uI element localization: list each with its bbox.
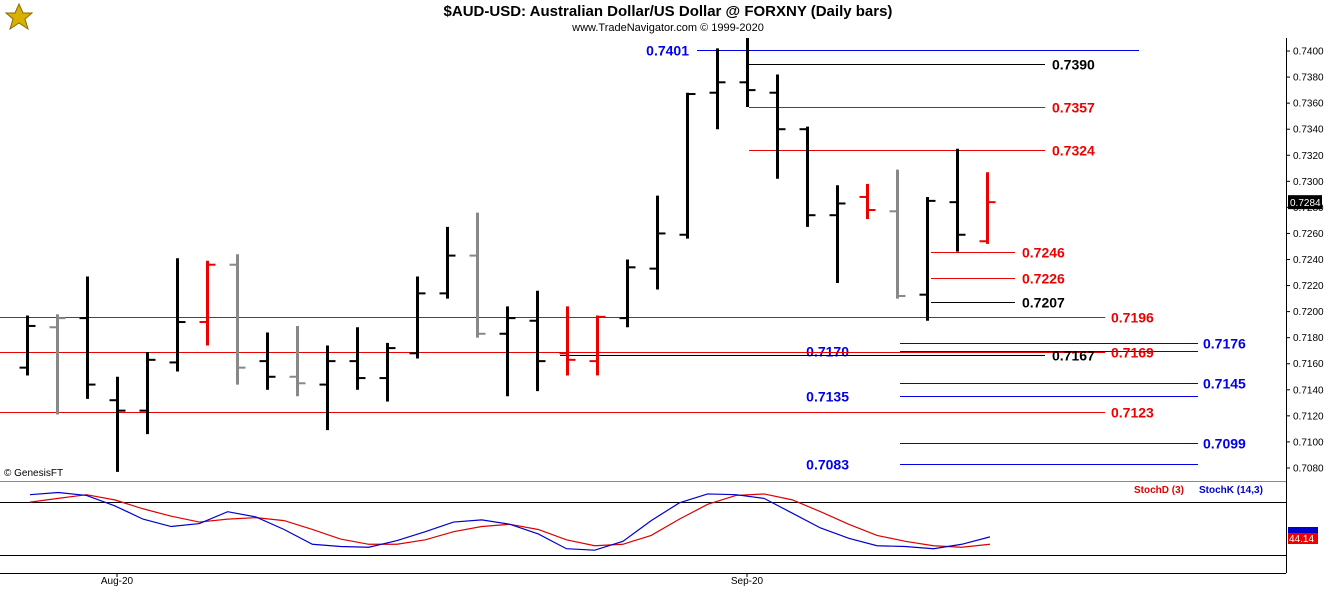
ohlc-bar: [709, 48, 726, 130]
level-lines: 0.7401 0.7390 0.7357 0.7324 0.7246 0.7226 0.72…: [0, 43, 1246, 473]
price-bars: [19, 34, 996, 472]
level-label-0.7167: 0.7167: [1052, 348, 1095, 364]
ohlc-bar: [649, 195, 666, 290]
level-label-0.7135: 0.7135: [806, 389, 849, 405]
level-label-0.7196: 0.7196: [1111, 310, 1154, 326]
stoch-d-value-box: [1288, 533, 1318, 544]
ohlc-bar: [319, 345, 336, 431]
x-tick-label: Sep-20: [731, 576, 764, 587]
y-tick-label: 0.7380: [1293, 73, 1324, 84]
ohlc-bar: [529, 290, 546, 392]
last-price-label: 0.7284: [1290, 198, 1321, 209]
ohlc-bar: [979, 172, 996, 244]
y-tick-label: 0.7220: [1293, 281, 1324, 292]
stochastic-panel: StochD (3) StochK (14,3) 44.14: [0, 485, 1318, 556]
y-tick-label: 0.7360: [1293, 99, 1324, 110]
ohlc-bar: [469, 212, 486, 338]
ohlc-bar: [19, 315, 36, 376]
y-tick-label: 0.7200: [1293, 307, 1324, 318]
last-price-box: [1288, 195, 1322, 210]
ohlc-bar: [379, 342, 396, 402]
y-tick-label: 0.7080: [1293, 463, 1324, 474]
ohlc-bar: [199, 260, 216, 346]
ohlc-bar: [289, 325, 306, 397]
date-axis: Aug-20 Sep-20: [101, 573, 764, 587]
level-label-0.7357: 0.7357: [1052, 100, 1095, 116]
stoch-k-line: [29, 491, 991, 551]
stoch-k-legend: StochK (14,3): [1199, 485, 1263, 496]
ohlc-bar: [679, 92, 696, 239]
copyright-text: www.TradeNavigator.com © 1999-2020: [572, 22, 764, 34]
ohlc-bar: [949, 148, 966, 252]
y-tick-label: 0.7240: [1293, 255, 1324, 266]
ohlc-bar: [739, 34, 756, 108]
ohlc-bar: [829, 185, 846, 283]
stoch-d-legend: StochD (3): [1134, 485, 1184, 496]
price-grid: [0, 38, 1287, 574]
ohlc-bar: [169, 258, 186, 372]
ohlc-bar: [499, 306, 516, 397]
ohlc-bar: [139, 352, 156, 435]
ohlc-bar: [109, 376, 126, 472]
level-label-0.7083: 0.7083: [806, 457, 849, 473]
y-tick-label: 0.7260: [1293, 229, 1324, 240]
level-label-0.7324: 0.7324: [1052, 143, 1095, 159]
level-label-0.7401: 0.7401: [646, 43, 689, 59]
stoch-value-label: 44.14: [1289, 534, 1314, 545]
price-axis: 0.7080 0.7100 0.7120 0.7140 0.7160 0.7180 0.72…: [1286, 47, 1324, 474]
y-tick-label: 0.7160: [1293, 359, 1324, 370]
y-tick-label: 0.7120: [1293, 411, 1324, 422]
ohlc-bar: [559, 306, 576, 376]
x-tick-label: Aug-20: [101, 576, 134, 587]
ohlc-bar: [889, 169, 906, 299]
ohlc-bar: [799, 126, 816, 227]
level-label-0.7226: 0.7226: [1022, 271, 1065, 287]
stoch-k-value-box: [1288, 527, 1318, 534]
ohlc-bar: [439, 226, 456, 299]
chart-background: [0, 37, 1336, 591]
level-label-0.7145: 0.7145: [1203, 376, 1246, 392]
ohlc-bar: [229, 254, 246, 385]
level-label-0.7123: 0.7123: [1111, 405, 1154, 421]
ohlc-bar: [769, 74, 786, 179]
level-label-0.7246: 0.7246: [1022, 245, 1065, 261]
y-tick-label: 0.7340: [1293, 125, 1324, 136]
ohlc-bar: [619, 259, 636, 328]
chart-title: $AUD-USD: Australian Dollar/US Dollar @ …: [443, 3, 893, 20]
ohlc-bar: [919, 196, 936, 321]
y-tick-label: 0.7320: [1293, 151, 1324, 162]
y-tick-label: 0.7400: [1293, 47, 1324, 58]
y-tick-label: 0.7140: [1293, 385, 1324, 396]
ohlc-bar: [589, 315, 606, 376]
y-tick-label: 0.7300: [1293, 177, 1324, 188]
genesis-logo-icon: [4, 2, 34, 34]
level-label-0.7169: 0.7169: [1111, 345, 1154, 361]
ohlc-bar: [859, 183, 876, 220]
y-tick-label: 0.7100: [1293, 437, 1324, 448]
level-label-0.7207: 0.7207: [1022, 295, 1065, 311]
ohlc-bar: [79, 276, 96, 399]
ohlc-bar: [409, 276, 426, 359]
level-label-0.7099: 0.7099: [1203, 436, 1246, 452]
y-tick-label: 0.7180: [1293, 333, 1324, 344]
ohlc-bar: [349, 327, 366, 390]
watermark: © GenesisFT: [4, 468, 64, 479]
level-label-0.7176: 0.7176: [1203, 336, 1246, 352]
level-label-0.7170: 0.7170: [806, 344, 849, 360]
ohlc-bar: [49, 314, 66, 415]
chart-header: $AUD-USD: Australian Dollar/US Dollar @ …: [0, 0, 1336, 38]
level-label-0.7390: 0.7390: [1052, 57, 1095, 73]
ohlc-bar: [259, 332, 276, 390]
